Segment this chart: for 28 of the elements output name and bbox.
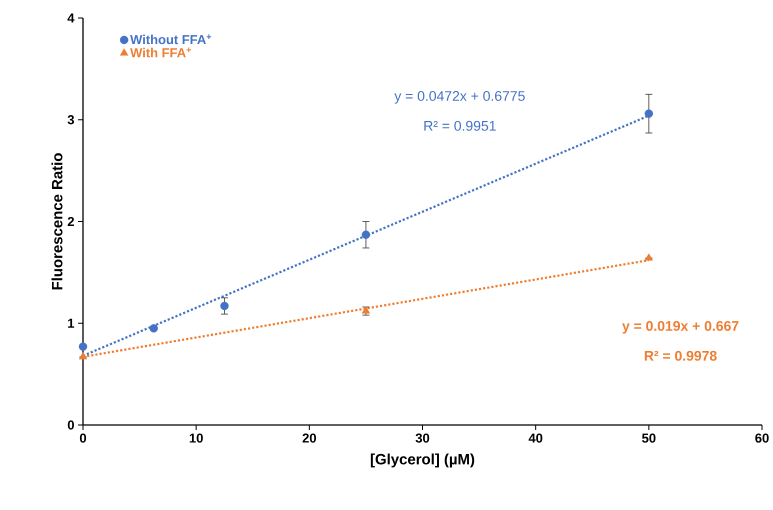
x-tick-label: 10 xyxy=(190,433,203,443)
x-tick-label: 50 xyxy=(642,433,656,443)
annotation: y = 0.0472x + 0.6775 xyxy=(394,91,525,104)
y-axis-title: Fluorescence Ratio xyxy=(51,153,62,290)
point xyxy=(150,324,158,333)
point xyxy=(644,253,654,261)
x-tick-label: 60 xyxy=(755,433,769,443)
legend-label: Without FFA$^{+}$ xyxy=(130,34,212,44)
point xyxy=(220,302,229,310)
y-tick-label: 3 xyxy=(68,115,74,124)
point xyxy=(644,109,654,118)
annotation: R² = 0.9978 xyxy=(644,350,717,361)
x-tick-label: 40 xyxy=(528,433,542,443)
x-tick-label: 0 xyxy=(80,433,86,443)
point xyxy=(78,352,88,360)
point xyxy=(78,342,88,351)
x-tick-label: 20 xyxy=(302,433,316,443)
y-tick-label: 2 xyxy=(68,216,74,226)
annotation: R² = 0.9951 xyxy=(424,120,496,131)
x-axis-title: [Glycerol] (µM) xyxy=(370,454,474,468)
point xyxy=(362,230,370,239)
y-tick-label: 4 xyxy=(68,14,74,22)
legend-label: With FFA$^{+}$ xyxy=(130,48,192,58)
y-tick-label: 1 xyxy=(68,318,74,328)
x-tick-label: 30 xyxy=(416,433,430,443)
annotation: y = 0.019x + 0.667 xyxy=(622,320,738,334)
point xyxy=(362,306,370,314)
y-tick-label: 0 xyxy=(68,420,74,430)
